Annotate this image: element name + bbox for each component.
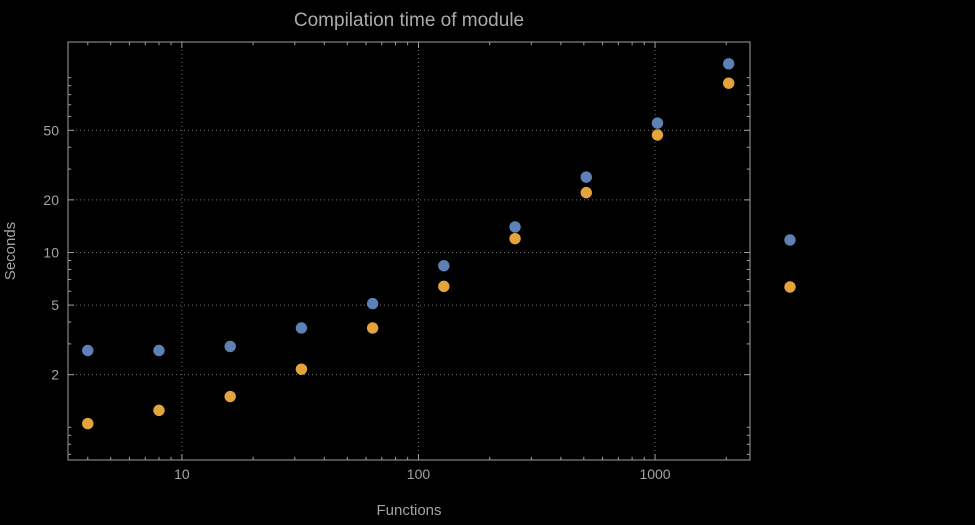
x-tick-label: 100 xyxy=(407,466,431,482)
point-series-blue xyxy=(295,322,308,334)
point-series-orange xyxy=(580,186,592,199)
point-series-orange xyxy=(722,77,735,89)
point-series-orange xyxy=(651,129,664,141)
point-series-orange xyxy=(295,363,308,375)
point-series-blue xyxy=(722,58,735,70)
point-series-orange xyxy=(366,322,379,334)
point-series-orange xyxy=(224,390,236,403)
tick-labels: 10 100 1000 2 5 10 20 50 xyxy=(43,122,670,482)
point-series-orange xyxy=(153,404,165,417)
point-series-blue xyxy=(153,344,165,357)
chart-title: Compilation time of module xyxy=(294,10,524,31)
y-axis-label: Seconds xyxy=(2,222,19,280)
point-series-blue xyxy=(651,117,664,129)
x-tick-label: 1000 xyxy=(639,466,670,482)
legend-marker-series-blue xyxy=(784,234,796,246)
point-series-orange xyxy=(82,417,94,430)
axis-ticks xyxy=(68,42,750,460)
point-series-blue xyxy=(366,297,379,310)
plot-frame xyxy=(67,41,751,461)
point-series-orange xyxy=(509,232,521,245)
point-series-blue xyxy=(224,340,236,353)
gridlines xyxy=(68,42,750,460)
y-tick-label: 5 xyxy=(51,297,59,313)
data-points xyxy=(82,58,735,430)
point-series-blue xyxy=(509,221,521,233)
x-tick-label: 10 xyxy=(174,466,190,482)
legend xyxy=(784,234,796,293)
y-tick-label: 50 xyxy=(43,122,59,138)
point-series-orange xyxy=(438,280,450,293)
y-tick-label: 20 xyxy=(43,192,59,208)
legend-marker-series-orange xyxy=(784,281,796,293)
point-series-blue xyxy=(438,260,450,272)
point-series-blue xyxy=(580,171,592,183)
y-tick-label: 2 xyxy=(51,367,59,383)
y-tick-label: 10 xyxy=(43,244,59,260)
point-series-blue xyxy=(82,344,94,357)
x-axis-label: Functions xyxy=(376,502,441,519)
